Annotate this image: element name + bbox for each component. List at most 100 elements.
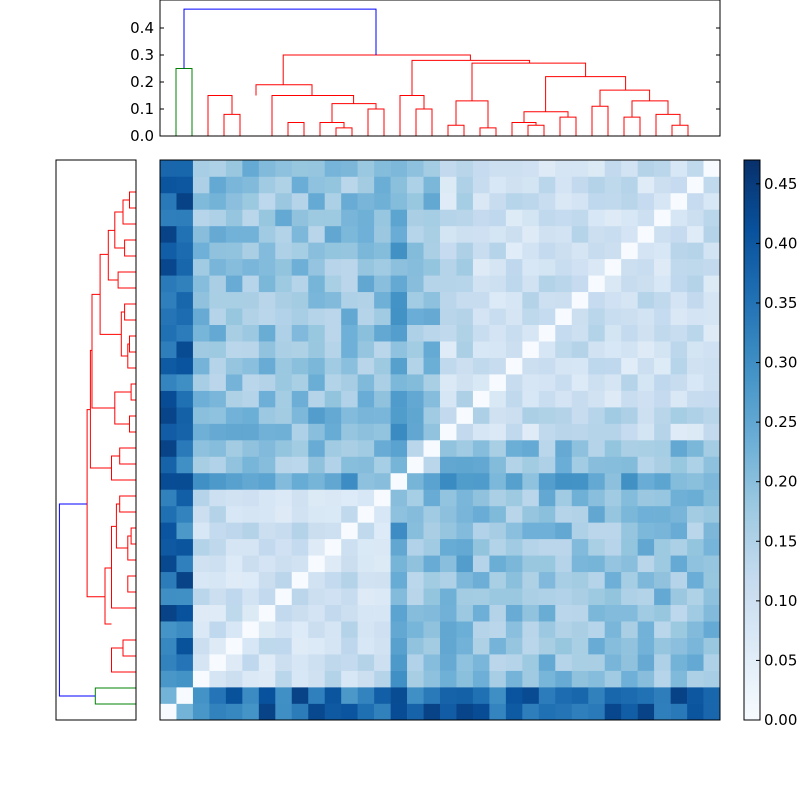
heatmap-cell [192,324,210,342]
heatmap-cell [621,654,638,671]
heatmap-cell [440,357,457,375]
left-dendrogram-link [119,495,136,513]
heatmap-cell [242,637,260,655]
colorbar-axis: 0.00 0.05 0.10 0.15 0.20 0.25 0.30 0.35 0.40 0.45 [756,175,797,729]
left-dendrogram-link [129,335,136,353]
heatmap-cell [670,324,688,342]
heatmap-cell [588,472,606,490]
heatmap-cell [604,423,622,441]
heatmap-cell [472,407,490,424]
heatmap-cell [555,637,573,655]
left-dendrogram-link [114,391,132,425]
heatmap-cell [555,291,573,309]
heatmap-cell [258,522,276,540]
heatmap-cell [440,209,457,227]
heatmap-cell [604,538,622,556]
heatmap-cell [604,654,622,671]
top-dendrogram-link [399,95,425,136]
heatmap-cell [703,505,721,523]
heatmap-cell [621,192,638,210]
top-dendrogram-frame [159,0,721,137]
heatmap-cell [571,637,589,655]
heatmap-cell [522,357,540,375]
heatmap-cell [522,456,540,474]
heatmap-cell [407,160,424,177]
heatmap-cell [670,687,688,704]
heatmap-cell [654,209,671,227]
heatmap-cell [390,637,408,655]
heatmap-cell [192,687,210,704]
heatmap-cell [192,538,210,556]
heatmap-cell [687,555,704,573]
heatmap-cell [621,423,638,441]
heatmap-cell [538,209,556,227]
heatmap-cell [555,423,573,441]
heatmap-cell [654,225,671,243]
heatmap-cell [588,160,606,177]
heatmap-cell [687,308,704,326]
heatmap-cell [341,275,358,293]
left-dendrogram [58,191,136,705]
heatmap-cell [555,160,573,177]
heatmap-cell [637,160,655,177]
heatmap-cell [505,456,523,474]
heatmap-cell [209,423,227,441]
heatmap-cell [637,374,655,391]
heatmap-cell [160,176,177,194]
heatmap-cell [637,555,655,573]
heatmap-cell [160,604,177,622]
heatmap-cell [308,160,326,177]
heatmap-cell [258,160,276,177]
left-dendrogram-link [89,349,112,469]
heatmap-cell [357,275,375,293]
top-dendrogram-link [175,68,193,136]
heatmap-cell [423,308,441,326]
heatmap-cell [258,670,276,688]
heatmap-cell [374,687,391,704]
heatmap-cell [588,258,606,276]
heatmap-cell [258,687,276,704]
heatmap-cell [176,703,194,721]
heatmap-cell [374,604,391,622]
top-dendrogram-link [282,54,471,85]
heatmap-cell [176,472,194,490]
heatmap-cell [505,324,523,342]
heatmap-cell [588,637,606,655]
heatmap-cell [489,538,507,556]
heatmap-cell [308,275,326,293]
heatmap-cell [505,621,523,638]
heatmap-cell [621,703,638,721]
heatmap-cell [374,291,391,309]
top-dendrogram-link [671,124,689,136]
heatmap-cell [621,275,638,293]
heatmap-cell [654,654,671,671]
heatmap-cell [225,407,243,424]
heatmap-cell [390,522,408,540]
heatmap-cell [604,390,622,408]
heatmap-cell [489,505,507,523]
heatmap-cell [621,407,638,424]
heatmap-cell [571,522,589,540]
heatmap-cell [258,374,276,391]
heatmap-cell [621,176,638,194]
heatmap-cell [176,489,194,507]
colorbar-tick-label: 0.15 [764,532,797,550]
heatmap-cell [456,703,474,721]
heatmap-cell [209,604,227,622]
heatmap-cell [225,423,243,441]
heatmap-cell [489,489,507,507]
left-dendrogram-link [124,303,136,321]
colorbar-tick-label: 0.30 [764,354,797,372]
heatmap-cell [440,242,457,260]
heatmap-cell [407,357,424,375]
heatmap-cell [621,670,638,688]
heatmap-cell [357,621,375,638]
heatmap-cell [160,374,177,391]
top-dendrogram-link [223,113,241,136]
heatmap-cell [341,160,358,177]
heatmap-cell [654,440,671,457]
heatmap-cell [225,637,243,655]
heatmap-cell [472,621,490,638]
heatmap-cell [703,456,721,474]
y-tick-label: 0.3 [130,46,154,64]
